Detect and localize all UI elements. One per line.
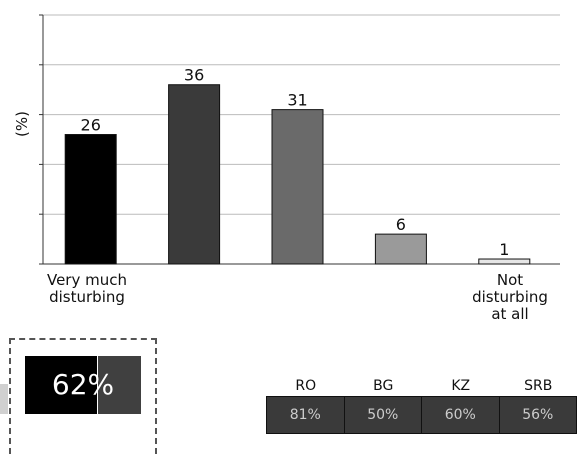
category-label-line: disturbing — [49, 288, 125, 306]
summary-bar-light-segment — [96, 356, 141, 414]
bar-3 — [271, 109, 324, 265]
country-headers: RO BG KZ SRB — [267, 376, 577, 396]
country-value-bg: 50% — [343, 396, 422, 434]
bar-5 — [478, 258, 531, 265]
data-label-2: 36 — [184, 66, 204, 85]
data-label-3: 31 — [287, 91, 307, 110]
summary-side-tab — [0, 384, 8, 414]
category-label-not-disturbing-at-all: Not disturbing at all — [460, 272, 560, 323]
category-label-line: Very much — [46, 271, 127, 289]
country-table: RO BG KZ SRB 81% 50% 60% 56% — [266, 376, 577, 434]
category-label-line: Not — [496, 271, 524, 289]
data-labels: 26 36 31 6 1 — [81, 66, 510, 259]
country-header-ro: RO — [295, 378, 317, 394]
bar-4 — [374, 233, 427, 265]
summary-percentage: 62% — [51, 368, 115, 401]
bars — [64, 84, 531, 265]
country-value-srb: 56% — [498, 396, 577, 434]
category-label-line: at all — [491, 305, 529, 323]
bar-1 — [64, 134, 117, 265]
summary-bar-dark-segment — [25, 356, 97, 414]
data-label-4: 6 — [396, 215, 406, 234]
data-label-1: 26 — [81, 116, 101, 135]
country-value-ro: 81% — [266, 396, 345, 434]
bar-2 — [168, 84, 221, 265]
summary-bar — [25, 356, 141, 414]
category-label-very-much-disturbing: Very much disturbing — [35, 272, 139, 306]
category-label-line: disturbing — [472, 288, 548, 306]
country-header-kz: KZ — [451, 378, 471, 394]
country-header-srb: SRB — [524, 378, 553, 394]
data-label-5: 1 — [499, 240, 509, 259]
y-axis-label: (%) — [13, 111, 31, 137]
summary-frame — [9, 338, 157, 454]
country-values: 81% 50% 60% 56% — [266, 396, 577, 434]
country-header-bg: BG — [373, 378, 394, 394]
country-value-kz: 60% — [421, 396, 500, 434]
